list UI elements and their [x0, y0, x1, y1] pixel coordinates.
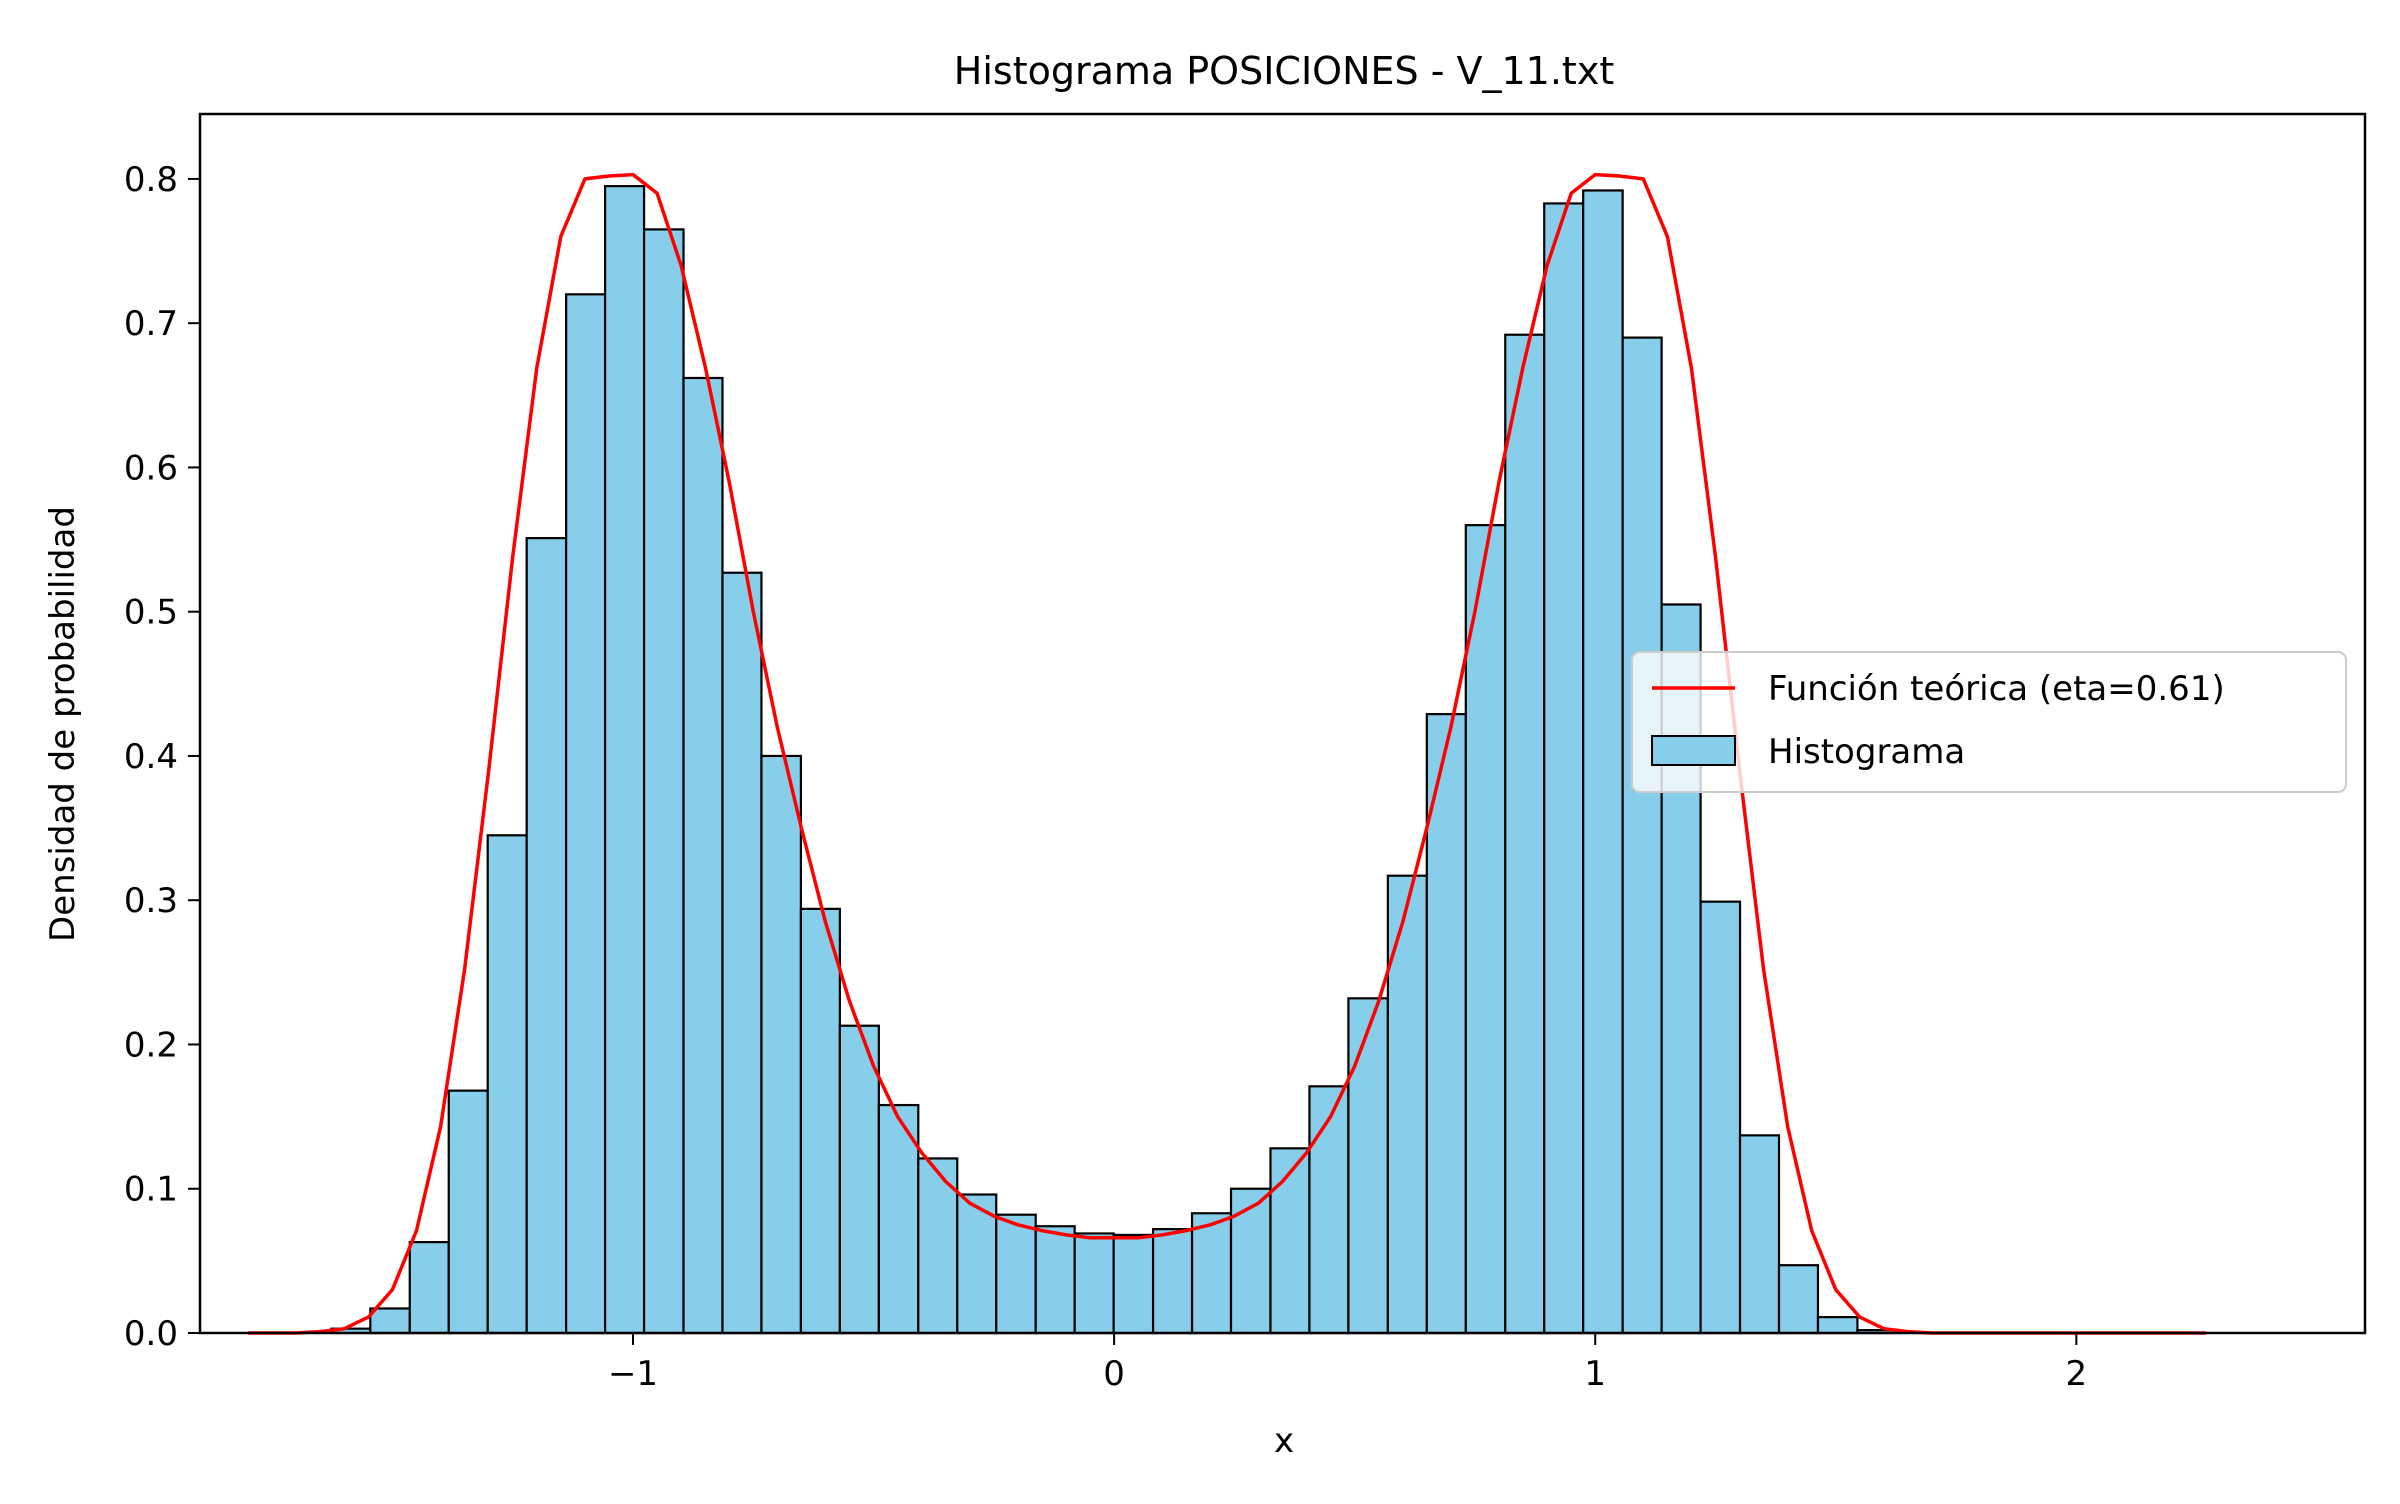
- histogram-bar: [1034, 1225, 1076, 1335]
- histogram-bar: [603, 185, 646, 1335]
- histogram-bar: [447, 1089, 489, 1335]
- legend-histogram-label: Histograma: [1768, 732, 1965, 772]
- histogram-bar: [1816, 1316, 1859, 1335]
- histogram-bar: [1621, 336, 1663, 1335]
- y-tick-label: 0.3: [124, 881, 178, 921]
- legend-curve-label: Función teórica (eta=0.61): [1768, 669, 2225, 709]
- histogram-bar: [486, 834, 528, 1335]
- y-tick-label: 0.0: [124, 1314, 178, 1354]
- x-axis: −1 0 1 2: [608, 1333, 2087, 1394]
- legend: Función teórica (eta=0.61) Histograma: [1631, 651, 2347, 793]
- histogram-bar: [995, 1213, 1037, 1335]
- histogram-bar: [1738, 1134, 1781, 1335]
- y-tick-label: 0.8: [124, 160, 178, 200]
- histogram-bar: [408, 1241, 450, 1335]
- histogram-bar: [1308, 1085, 1350, 1335]
- y-tick-label: 0.7: [124, 304, 178, 344]
- histogram-bar: [369, 1307, 411, 1335]
- histogram-bar: [525, 537, 568, 1335]
- histogram-bar: [1073, 1232, 1115, 1335]
- histogram-bar: [642, 228, 685, 1335]
- plot-frame: [198, 112, 2367, 1335]
- theory-curve: [248, 172, 2207, 1335]
- histogram-bar: [682, 376, 724, 1335]
- histogram-bar: [1777, 1264, 1820, 1335]
- histogram-bar: [760, 754, 803, 1335]
- x-axis-label: x: [1274, 1421, 1294, 1461]
- histogram-bar: [565, 293, 607, 1335]
- legend-box: [1631, 651, 2347, 793]
- y-tick-label: 0.5: [124, 593, 178, 633]
- histogram-bar: [1347, 997, 1389, 1335]
- y-tick-label: 0.4: [124, 737, 178, 777]
- histogram-bar: [1582, 189, 1624, 1335]
- histogram-bar: [838, 1024, 880, 1335]
- x-tick-label: −1: [608, 1354, 658, 1394]
- y-tick-label: 0.6: [124, 448, 178, 488]
- histogram-bar: [1425, 713, 1467, 1335]
- y-axis: 0.0 0.1 0.2 0.3 0.4 0.5 0.6 0.7 0.8: [124, 160, 200, 1354]
- y-tick-label: 0.2: [124, 1025, 178, 1065]
- histogram-bar: [1386, 874, 1428, 1335]
- histogram-bar: [1699, 900, 1742, 1335]
- histogram-bar: [799, 907, 841, 1335]
- histogram-bar: [1269, 1147, 1311, 1335]
- histogram-bar: [721, 571, 763, 1335]
- y-tick-label: 0.1: [124, 1170, 178, 1210]
- x-tick-label: 1: [1584, 1354, 1606, 1394]
- histogram-bar: [1190, 1212, 1233, 1335]
- histogram-bar: [1151, 1228, 1194, 1335]
- y-axis-label: Densidad de probabilidad: [43, 506, 83, 942]
- chart-title: Histograma POSICIONES - V_11.txt: [954, 49, 1614, 93]
- theory-curve-group: [248, 172, 2207, 1335]
- histogram-bar: [1112, 1233, 1155, 1335]
- histogram-bar: [1464, 524, 1507, 1335]
- histogram-bar: [1504, 333, 1546, 1335]
- histogram-bar: [1543, 202, 1585, 1335]
- x-tick-label: 0: [1103, 1354, 1125, 1394]
- legend-histogram-swatch: [1651, 735, 1736, 766]
- x-tick-label: 2: [2066, 1354, 2088, 1394]
- histogram-bars: [330, 185, 1898, 1335]
- histogram-bar: [1229, 1187, 1272, 1335]
- histogram-bar: [877, 1103, 920, 1335]
